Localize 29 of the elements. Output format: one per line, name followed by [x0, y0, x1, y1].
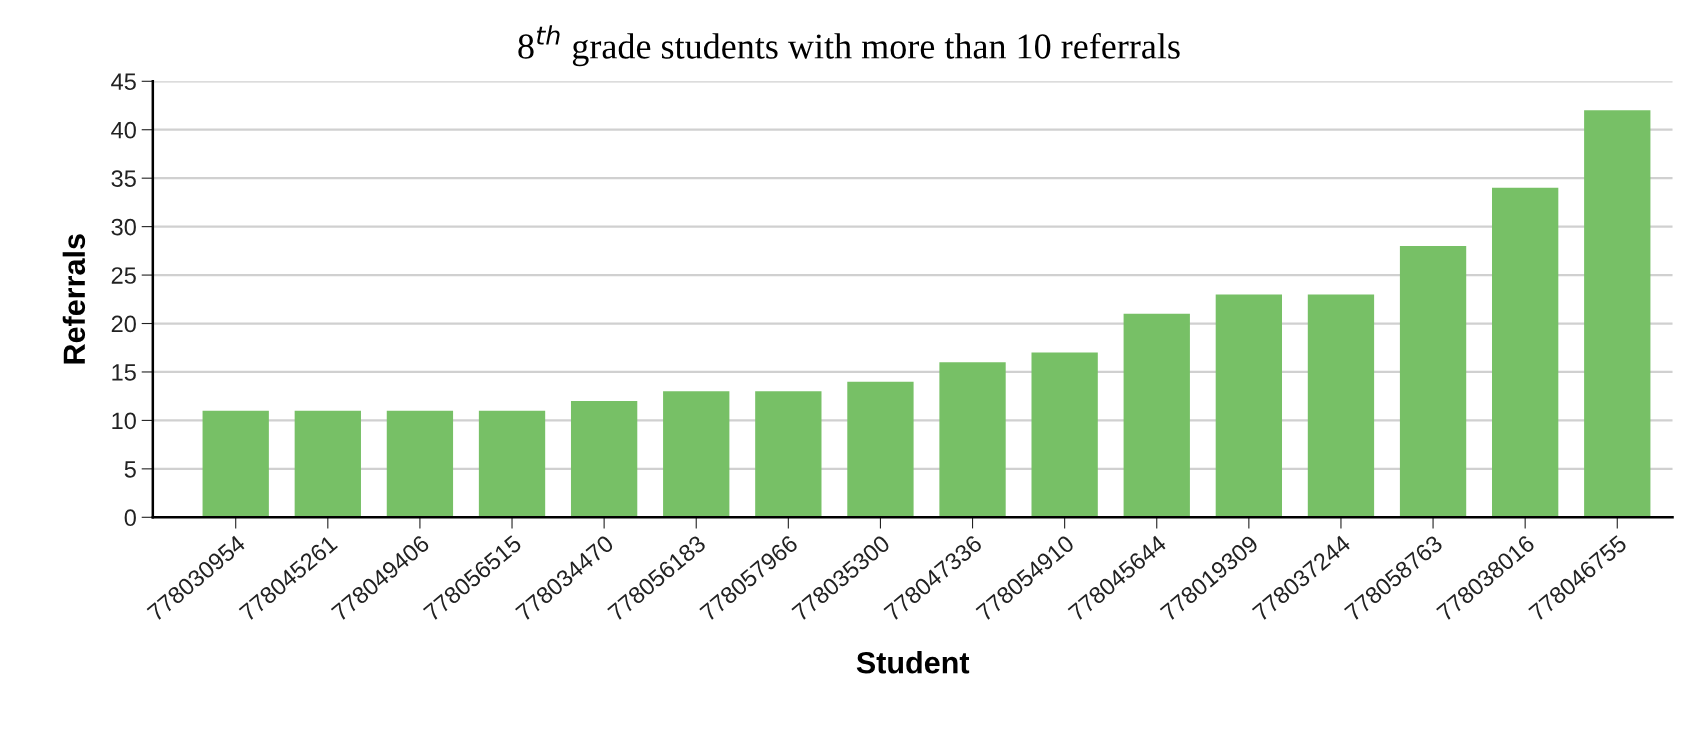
- bar: [1492, 187, 1559, 518]
- y-tick-label: 45: [111, 73, 136, 91]
- y-tick-label: 35: [111, 170, 136, 187]
- bar: [755, 391, 822, 518]
- bar: [1399, 246, 1467, 518]
- y-tick-label: 30: [111, 218, 136, 236]
- y-tick-label: 20: [111, 315, 136, 333]
- bar: [202, 410, 269, 518]
- bar: [570, 401, 638, 518]
- x-axis-title: Student: [856, 651, 970, 674]
- bar: [478, 410, 546, 518]
- y-axis-title: Referrals: [62, 234, 86, 364]
- bar: [294, 410, 361, 518]
- bar: [1123, 313, 1190, 518]
- bar: [1584, 110, 1651, 518]
- bar: [1307, 294, 1375, 518]
- y-tick-label: 15: [112, 364, 136, 381]
- bar: [386, 410, 454, 518]
- y-tick-label: 25: [111, 267, 136, 284]
- y-tick-label: 40: [111, 121, 136, 139]
- bar: [1031, 352, 1098, 518]
- bar: [939, 362, 1006, 518]
- y-tick-label: 5: [124, 461, 136, 478]
- bar: [1215, 294, 1283, 518]
- chart-title: 8$^{th}$ grade students with more than 10 referrals: [518, 25, 1180, 67]
- y-tick-label: 0: [124, 509, 136, 527]
- y-tick-label: 10: [112, 412, 136, 430]
- bar: [663, 391, 730, 518]
- bar: [847, 381, 914, 518]
